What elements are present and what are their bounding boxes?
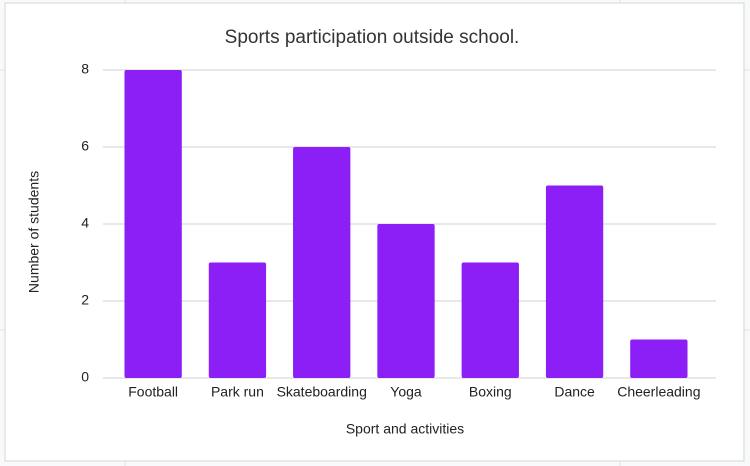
y-tick-label: 6 xyxy=(81,138,89,154)
bar xyxy=(545,185,604,378)
bar xyxy=(293,147,351,378)
x-tick-label: Park run xyxy=(211,384,264,400)
x-tick-label: Football xyxy=(128,384,178,400)
chart-title: Sports participation outside school. xyxy=(225,27,520,48)
bar xyxy=(630,339,688,378)
x-tick-label: Dance xyxy=(554,384,595,400)
y-tick-label: 4 xyxy=(81,215,89,231)
x-tick-label: Cheerleading xyxy=(617,384,700,400)
y-tick-label: 8 xyxy=(81,61,89,77)
x-tick-label: Yoga xyxy=(390,384,422,400)
y-tick-label: 0 xyxy=(81,369,89,385)
bar xyxy=(377,224,435,378)
y-axis-label: Number of students xyxy=(26,171,42,293)
x-axis-label: Sport and activities xyxy=(346,421,464,437)
y-tick-label: 2 xyxy=(81,292,89,308)
x-tick-label: Boxing xyxy=(469,384,512,400)
x-tick-label: Skateboarding xyxy=(277,384,367,400)
bar xyxy=(208,262,267,378)
bar xyxy=(461,262,519,378)
bar xyxy=(124,70,182,378)
